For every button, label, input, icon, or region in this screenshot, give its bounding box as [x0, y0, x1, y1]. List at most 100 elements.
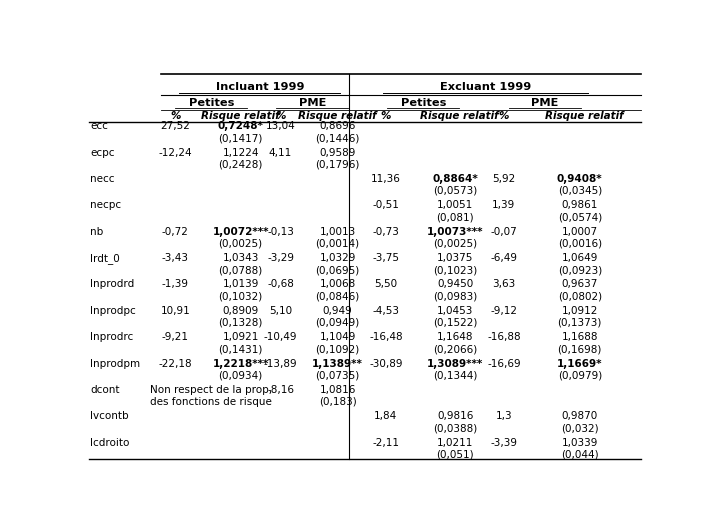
Text: Risque relatif: Risque relatif — [420, 111, 499, 121]
Text: (0,0735): (0,0735) — [315, 371, 360, 380]
Text: (0,1092): (0,1092) — [315, 344, 360, 354]
Text: -0,68: -0,68 — [267, 279, 294, 290]
Text: ecpc: ecpc — [91, 147, 115, 158]
Text: -12,24: -12,24 — [159, 147, 192, 158]
Text: (0,0695): (0,0695) — [315, 265, 360, 275]
Text: (0,0025): (0,0025) — [219, 239, 262, 249]
Text: (0,1344): (0,1344) — [433, 371, 478, 380]
Text: %: % — [498, 111, 509, 121]
Text: (0,0983): (0,0983) — [433, 292, 477, 302]
Text: -1,39: -1,39 — [162, 279, 189, 290]
Text: ecc: ecc — [91, 121, 109, 131]
Text: (0,2428): (0,2428) — [219, 159, 263, 170]
Text: (0,2066): (0,2066) — [433, 344, 477, 354]
Text: -8,16: -8,16 — [267, 385, 294, 395]
Text: 1,1648: 1,1648 — [437, 332, 473, 342]
Text: (0,1446): (0,1446) — [315, 133, 360, 143]
Text: -3,43: -3,43 — [162, 253, 189, 263]
Text: Petites: Petites — [400, 98, 446, 107]
Text: -3,75: -3,75 — [373, 253, 400, 263]
Text: (0,032): (0,032) — [561, 424, 598, 433]
Text: necc: necc — [91, 174, 115, 184]
Text: -3,29: -3,29 — [267, 253, 294, 263]
Text: lnprodrd: lnprodrd — [91, 279, 134, 290]
Text: 1,3089***: 1,3089*** — [427, 359, 483, 368]
Text: 1,0375: 1,0375 — [437, 253, 473, 263]
Text: (0,1698): (0,1698) — [558, 344, 602, 354]
Text: 4,11: 4,11 — [269, 147, 292, 158]
Text: 0,949: 0,949 — [322, 306, 352, 316]
Text: lvcontb: lvcontb — [91, 412, 129, 421]
Text: (0,0934): (0,0934) — [219, 371, 263, 380]
Text: dcont: dcont — [91, 385, 120, 395]
Text: Risque relatif: Risque relatif — [298, 111, 377, 121]
Text: 1,1224: 1,1224 — [222, 147, 259, 158]
Text: (0,1032): (0,1032) — [219, 292, 263, 302]
Text: 1,0343: 1,0343 — [222, 253, 259, 263]
Text: (0,0025): (0,0025) — [433, 239, 477, 249]
Text: 11,36: 11,36 — [371, 174, 401, 184]
Text: 1,0007: 1,0007 — [562, 227, 598, 237]
Text: 0,9408*: 0,9408* — [557, 174, 603, 184]
Text: (0,0016): (0,0016) — [558, 239, 602, 249]
Text: 13,04: 13,04 — [266, 121, 295, 131]
Text: lnprodpc: lnprodpc — [91, 306, 137, 316]
Text: 1,0211: 1,0211 — [437, 438, 473, 448]
Text: (0,0345): (0,0345) — [558, 186, 602, 196]
Text: %: % — [275, 111, 286, 121]
Text: (0,1796): (0,1796) — [315, 159, 360, 170]
Text: (0,0788): (0,0788) — [219, 265, 263, 275]
Text: necpc: necpc — [91, 200, 122, 210]
Text: (0,0014): (0,0014) — [315, 239, 360, 249]
Text: 0,8864*: 0,8864* — [433, 174, 478, 184]
Text: 1,0051: 1,0051 — [437, 200, 473, 210]
Text: -0,51: -0,51 — [373, 200, 399, 210]
Text: 1,0816: 1,0816 — [320, 385, 356, 395]
Text: 0,9450: 0,9450 — [437, 279, 473, 290]
Text: 5,10: 5,10 — [269, 306, 292, 316]
Text: -3,39: -3,39 — [490, 438, 518, 448]
Text: 1,0013: 1,0013 — [320, 227, 356, 237]
Text: 0,8696: 0,8696 — [320, 121, 356, 131]
Text: -16,88: -16,88 — [487, 332, 521, 342]
Text: des fonctions de risque: des fonctions de risque — [150, 397, 272, 407]
Text: (0,051): (0,051) — [436, 450, 474, 460]
Text: -0,72: -0,72 — [162, 227, 189, 237]
Text: 0,9870: 0,9870 — [562, 412, 598, 421]
Text: 27,52: 27,52 — [160, 121, 190, 131]
Text: 0,9816: 0,9816 — [437, 412, 473, 421]
Text: nb: nb — [91, 227, 104, 237]
Text: Risque relatif: Risque relatif — [202, 111, 280, 121]
Text: (0,1023): (0,1023) — [433, 265, 477, 275]
Text: 1,1389**: 1,1389** — [312, 359, 363, 368]
Text: %: % — [170, 111, 180, 121]
Text: (0,0574): (0,0574) — [558, 212, 602, 222]
Text: 1,0068: 1,0068 — [320, 279, 356, 290]
Text: 1,0339: 1,0339 — [561, 438, 598, 448]
Text: 5,92: 5,92 — [492, 174, 516, 184]
Text: Petites: Petites — [189, 98, 234, 107]
Text: -0,13: -0,13 — [267, 227, 294, 237]
Text: 1,2218***: 1,2218*** — [212, 359, 269, 368]
Text: -9,21: -9,21 — [162, 332, 189, 342]
Text: (0,1417): (0,1417) — [219, 133, 263, 143]
Text: 1,1669*: 1,1669* — [557, 359, 603, 368]
Text: (0,1522): (0,1522) — [433, 318, 478, 328]
Text: -22,18: -22,18 — [159, 359, 192, 368]
Text: -2,11: -2,11 — [373, 438, 400, 448]
Text: lnprodrc: lnprodrc — [91, 332, 134, 342]
Text: lnprodpm: lnprodpm — [91, 359, 141, 368]
Text: Non respect de la prop,: Non respect de la prop, — [150, 385, 272, 395]
Text: -0,73: -0,73 — [373, 227, 399, 237]
Text: (0,0846): (0,0846) — [315, 292, 360, 302]
Text: 0,7248*: 0,7248* — [217, 121, 264, 131]
Text: 1,0649: 1,0649 — [561, 253, 598, 263]
Text: 1,39: 1,39 — [492, 200, 516, 210]
Text: 1,0329: 1,0329 — [320, 253, 356, 263]
Text: -10,49: -10,49 — [264, 332, 297, 342]
Text: PME: PME — [299, 98, 326, 107]
Text: PME: PME — [531, 98, 558, 107]
Text: 1,84: 1,84 — [374, 412, 398, 421]
Text: 0,9861: 0,9861 — [561, 200, 598, 210]
Text: (0,0802): (0,0802) — [558, 292, 602, 302]
